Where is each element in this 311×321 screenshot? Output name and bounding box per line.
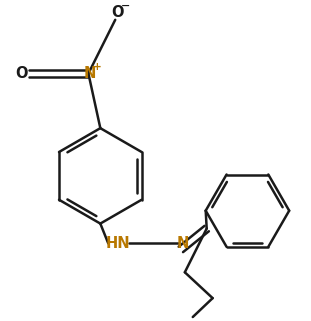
Text: N: N xyxy=(83,66,95,81)
Text: −: − xyxy=(120,1,130,11)
Text: +: + xyxy=(93,62,102,72)
Text: O: O xyxy=(16,66,28,81)
Text: HN: HN xyxy=(106,236,131,251)
Text: O: O xyxy=(111,5,123,20)
Text: N: N xyxy=(177,236,189,251)
